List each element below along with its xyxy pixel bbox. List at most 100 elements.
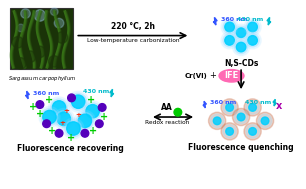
Text: +: + (29, 102, 37, 112)
Circle shape (233, 24, 250, 41)
Circle shape (39, 106, 60, 128)
Text: +: + (48, 126, 56, 136)
Circle shape (98, 104, 106, 111)
Circle shape (237, 113, 245, 121)
Text: Fluorescence recovering: Fluorescence recovering (17, 144, 124, 153)
Circle shape (50, 99, 68, 116)
Circle shape (246, 20, 259, 34)
Circle shape (81, 129, 89, 137)
Circle shape (82, 101, 103, 122)
Text: 360 nm: 360 nm (33, 91, 59, 96)
Circle shape (17, 24, 24, 32)
Text: +: + (75, 112, 81, 118)
Text: x: x (276, 101, 282, 112)
Circle shape (223, 34, 236, 47)
Text: +: + (67, 133, 76, 143)
Circle shape (261, 117, 269, 125)
Circle shape (225, 36, 234, 45)
Circle shape (72, 95, 85, 108)
Polygon shape (267, 17, 271, 25)
Circle shape (54, 18, 64, 28)
Circle shape (68, 94, 75, 102)
Circle shape (95, 120, 103, 128)
Circle shape (233, 38, 250, 56)
Circle shape (258, 114, 272, 128)
Circle shape (223, 20, 236, 34)
Circle shape (221, 123, 238, 140)
Circle shape (226, 104, 233, 111)
Text: Cr(VI): Cr(VI) (185, 73, 207, 79)
Circle shape (221, 18, 238, 36)
Circle shape (49, 56, 60, 67)
Text: Redox reaction: Redox reaction (145, 120, 189, 125)
Circle shape (50, 8, 58, 15)
Text: 430 nm: 430 nm (245, 100, 272, 105)
Circle shape (36, 101, 44, 108)
Text: +: + (210, 71, 216, 80)
Circle shape (34, 46, 46, 58)
Text: +: + (88, 126, 97, 136)
Polygon shape (213, 17, 217, 25)
Circle shape (244, 123, 261, 140)
Circle shape (221, 99, 238, 116)
Circle shape (24, 51, 36, 62)
Circle shape (246, 125, 259, 138)
Circle shape (249, 128, 256, 135)
Text: 360 nm: 360 nm (211, 100, 237, 105)
Circle shape (43, 110, 56, 124)
Polygon shape (110, 89, 114, 97)
Circle shape (76, 112, 94, 129)
Polygon shape (25, 91, 29, 99)
Circle shape (221, 32, 238, 49)
Circle shape (65, 120, 82, 137)
Circle shape (225, 22, 234, 32)
Circle shape (41, 108, 58, 126)
Circle shape (234, 110, 248, 124)
Text: N,S-CDs: N,S-CDs (224, 59, 258, 68)
Circle shape (236, 42, 246, 52)
Circle shape (213, 117, 221, 125)
Text: $\it{Sargassum\ carpophyllum}$: $\it{Sargassum\ carpophyllum}$ (8, 74, 76, 83)
Circle shape (223, 125, 236, 138)
Circle shape (249, 104, 256, 111)
Circle shape (55, 129, 63, 137)
Text: 430 nm: 430 nm (83, 89, 109, 94)
Circle shape (53, 108, 74, 129)
Circle shape (174, 108, 182, 116)
Polygon shape (273, 99, 276, 106)
Circle shape (244, 32, 261, 49)
Text: +: + (59, 120, 65, 126)
Circle shape (21, 9, 30, 18)
Circle shape (246, 34, 259, 47)
Circle shape (56, 32, 68, 43)
Text: 220 °C, 2h: 220 °C, 2h (111, 22, 155, 31)
Circle shape (248, 36, 257, 45)
Circle shape (74, 110, 95, 131)
Circle shape (34, 10, 46, 21)
Circle shape (248, 22, 257, 32)
Circle shape (43, 120, 50, 128)
Circle shape (15, 58, 27, 69)
Text: +: + (45, 95, 54, 105)
Circle shape (67, 122, 80, 135)
Text: +: + (87, 95, 95, 105)
Text: Fluorescence quenching: Fluorescence quenching (188, 143, 294, 152)
Circle shape (55, 110, 73, 128)
Circle shape (246, 101, 259, 114)
Circle shape (68, 91, 89, 112)
Circle shape (234, 26, 248, 40)
Circle shape (244, 18, 261, 36)
Text: 430 nm: 430 nm (237, 17, 263, 22)
Text: 360 nm: 360 nm (221, 17, 247, 22)
Circle shape (84, 103, 101, 120)
Circle shape (12, 36, 24, 48)
Circle shape (57, 112, 71, 126)
Circle shape (52, 101, 66, 114)
Circle shape (233, 108, 250, 126)
FancyBboxPatch shape (10, 8, 73, 69)
Text: +: + (36, 109, 44, 119)
Circle shape (78, 114, 91, 128)
Circle shape (86, 105, 99, 118)
Text: +: + (63, 108, 69, 114)
Text: Low-temperature carbonization: Low-temperature carbonization (87, 38, 179, 43)
